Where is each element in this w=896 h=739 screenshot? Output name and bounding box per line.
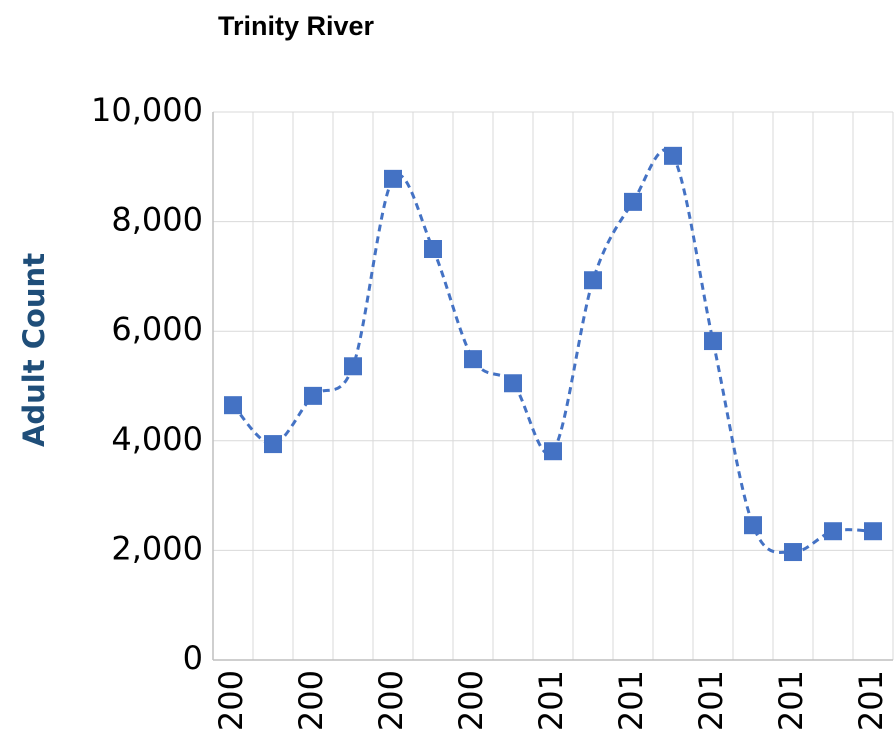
x-tick-label: 200 bbox=[452, 670, 490, 731]
y-tick-label: 10,000 bbox=[91, 91, 203, 129]
marker bbox=[824, 522, 842, 541]
marker bbox=[384, 169, 402, 188]
y-axis-label: Adult Count bbox=[17, 253, 51, 447]
marker bbox=[544, 442, 562, 461]
marker bbox=[464, 350, 482, 369]
y-tick-label: 0 bbox=[183, 639, 203, 677]
x-tick-label: 200 bbox=[292, 670, 330, 731]
x-tick-label: 200 bbox=[372, 670, 410, 731]
marker bbox=[624, 192, 642, 211]
marker bbox=[224, 396, 242, 415]
x-tick-label: 200 bbox=[212, 670, 250, 731]
marker bbox=[584, 271, 602, 290]
y-tick-label: 8,000 bbox=[111, 201, 203, 239]
chart-title: Trinity River bbox=[218, 11, 375, 41]
marker bbox=[664, 146, 682, 165]
marker bbox=[784, 543, 802, 562]
marker bbox=[304, 386, 322, 405]
x-tick-label: 201 bbox=[532, 670, 570, 731]
data-line bbox=[231, 148, 874, 554]
y-tick-label: 2,000 bbox=[111, 529, 203, 567]
y-tick-label: 4,000 bbox=[111, 420, 203, 458]
marker bbox=[744, 516, 762, 535]
y-tick-label: 6,000 bbox=[111, 310, 203, 348]
x-tick-label: 201 bbox=[852, 670, 890, 731]
marker bbox=[424, 240, 442, 258]
marker bbox=[344, 357, 362, 376]
x-tick-label: 201 bbox=[692, 670, 730, 731]
x-tick-label: 201 bbox=[772, 670, 810, 731]
x-tick-label: 201 bbox=[612, 670, 650, 731]
marker bbox=[264, 435, 282, 454]
marker bbox=[504, 374, 522, 393]
marker bbox=[864, 522, 882, 541]
marker bbox=[704, 332, 722, 351]
